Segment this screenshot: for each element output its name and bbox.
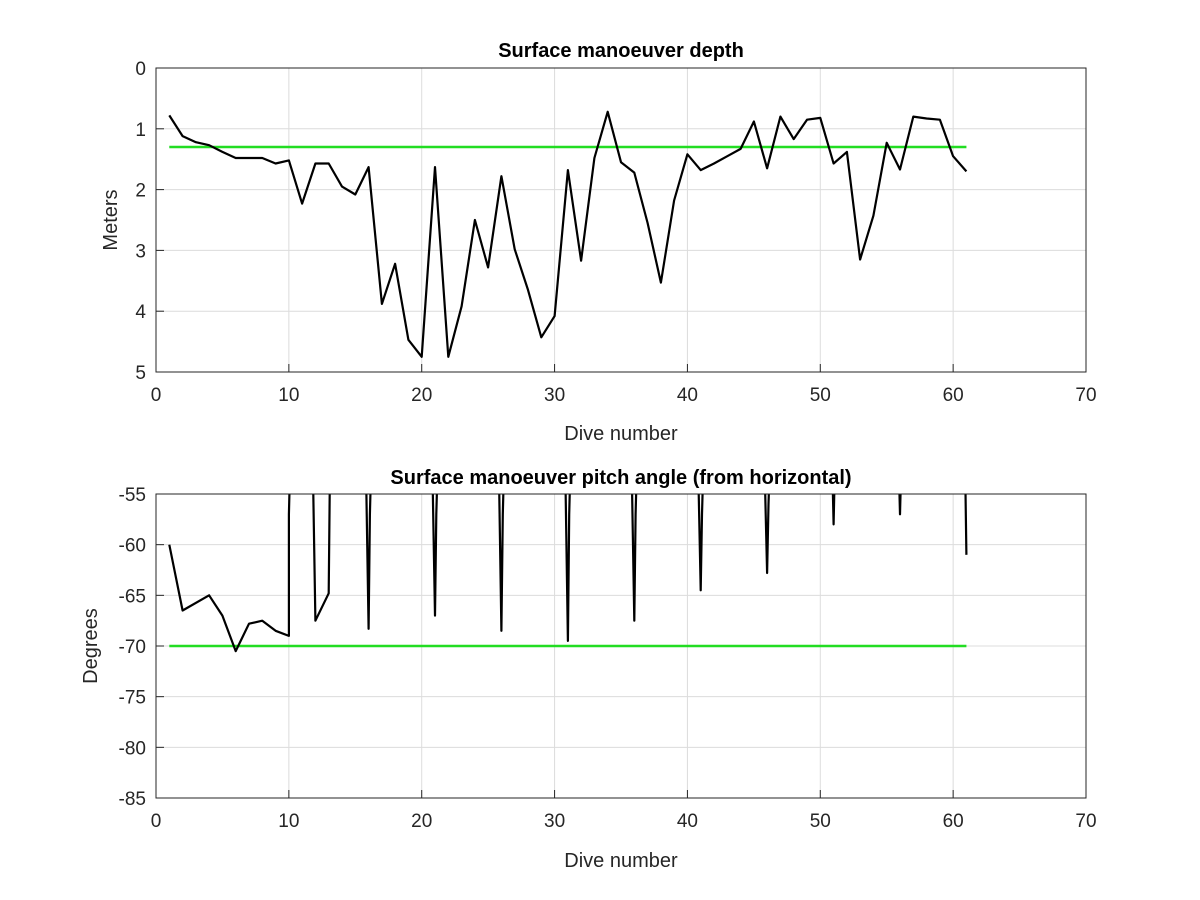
y-tick-label: -70 <box>119 637 146 658</box>
y-tick-label: -75 <box>119 688 146 709</box>
x-tick-label: 70 <box>1075 811 1096 832</box>
y-tick-label: -80 <box>119 738 146 759</box>
y-axis-label: Degrees <box>80 608 102 684</box>
pitch-chart: 0 10 20 30 40 50 60 70 -55 -60 -65 -70 -75 -80 -85 Su… <box>80 467 1097 872</box>
x-tick-label: 50 <box>810 385 831 406</box>
axes-box <box>155 67 1087 373</box>
x-axis-label: Dive number <box>564 850 678 872</box>
x-tick-label: 50 <box>810 811 831 832</box>
depth-chart: 0 10 20 30 40 50 60 70 0 1 2 3 4 5 Surface manoeuver… <box>100 40 1097 445</box>
y-tick-label: -85 <box>119 789 146 810</box>
y-ticks: -55 -60 -65 -70 -75 -80 -85 <box>119 485 164 810</box>
x-ticks: 0 10 20 30 40 50 60 70 <box>151 364 1097 406</box>
x-tick-label: 30 <box>544 811 565 832</box>
plot-area <box>156 68 1086 372</box>
chart-title: Surface manoeuver depth <box>498 40 744 62</box>
x-tick-label: 10 <box>278 811 299 832</box>
x-tick-label: 40 <box>677 385 698 406</box>
x-tick-label: 0 <box>151 385 162 406</box>
y-axis-label: Meters <box>100 189 122 250</box>
x-tick-label: 20 <box>411 385 432 406</box>
series-line-0 <box>168 494 968 653</box>
y-tick-label: 2 <box>135 181 146 202</box>
x-axis-label: Dive number <box>564 423 678 445</box>
x-tick-label: 20 <box>411 811 432 832</box>
x-tick-label: 0 <box>151 811 162 832</box>
y-tick-label: -60 <box>119 536 146 557</box>
y-tick-label: 0 <box>135 59 146 80</box>
x-tick-label: 30 <box>544 385 565 406</box>
x-tick-label: 70 <box>1075 385 1096 406</box>
y-tick-label: 5 <box>135 363 146 384</box>
y-tick-label: 4 <box>135 302 146 323</box>
x-tick-label: 10 <box>278 385 299 406</box>
y-tick-label: -55 <box>119 485 146 506</box>
x-tick-label: 60 <box>943 385 964 406</box>
y-tick-label: 1 <box>135 120 146 141</box>
chart-title: Surface manoeuver pitch angle (from hori… <box>390 467 851 489</box>
x-ticks: 0 10 20 30 40 50 60 70 <box>151 790 1097 832</box>
series-line-0 <box>168 110 968 358</box>
x-tick-label: 60 <box>943 811 964 832</box>
plot-content <box>168 494 968 653</box>
plot-content <box>168 110 968 358</box>
x-tick-label: 40 <box>677 811 698 832</box>
y-tick-label: 3 <box>135 241 146 262</box>
y-tick-label: -65 <box>119 586 146 607</box>
y-ticks: 0 1 2 3 4 5 <box>135 59 164 384</box>
